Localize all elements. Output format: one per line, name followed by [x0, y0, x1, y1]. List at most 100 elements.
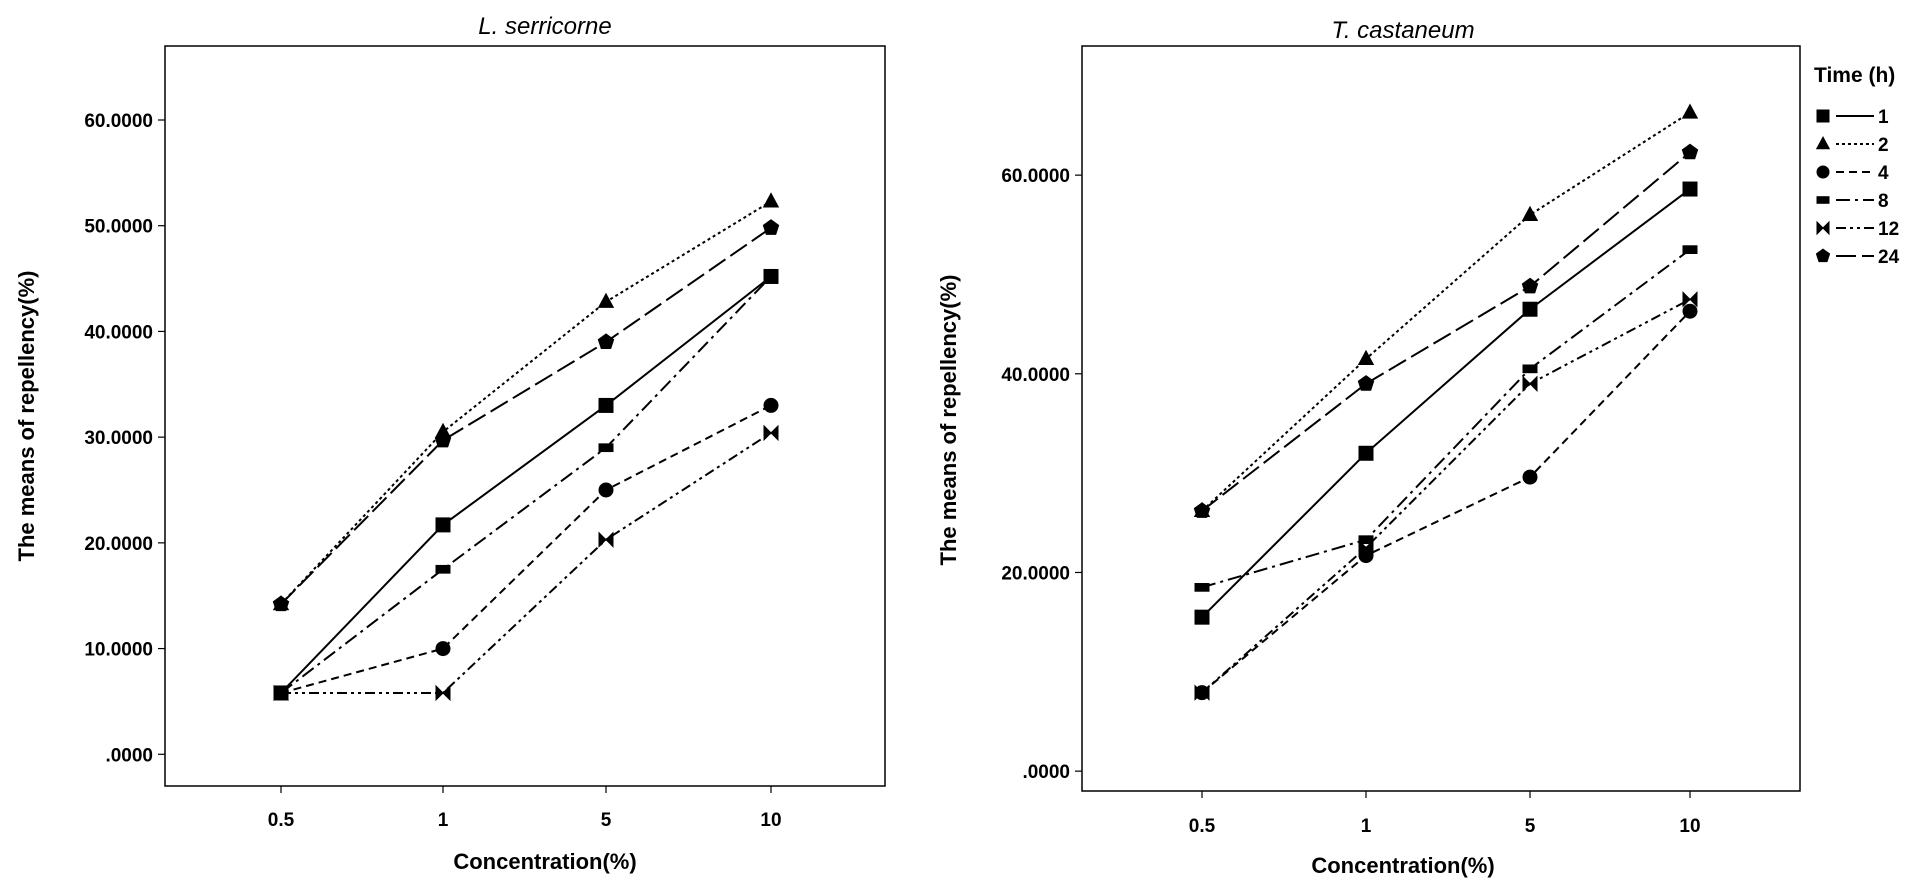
- series-1h: [273, 268, 779, 701]
- data-point: [1358, 539, 1374, 556]
- legend-item-1: 1: [1816, 107, 1889, 128]
- chart-title: T. castaneum: [1331, 17, 1474, 44]
- series-line: [280, 404, 772, 694]
- series-line: [1201, 298, 1691, 694]
- data-point: [272, 595, 290, 612]
- legend-label: 1: [1878, 107, 1889, 128]
- series-line: [1201, 151, 1691, 512]
- y-tick-label: 10.0000: [84, 640, 153, 661]
- data-point: [1193, 502, 1211, 518]
- data-point: [1682, 303, 1698, 319]
- data-point: [762, 192, 780, 208]
- series-line: [280, 275, 772, 694]
- data-point: [597, 292, 615, 308]
- series-2h: [272, 192, 780, 611]
- legend-marker-icon: [1815, 248, 1831, 263]
- data-point: [1522, 375, 1538, 392]
- legend-marker-icon: [1816, 196, 1830, 204]
- data-point: [1681, 143, 1699, 160]
- y-tick-label: 60.0000: [84, 111, 153, 132]
- data-point: [435, 517, 451, 533]
- legend-label: 8: [1878, 191, 1889, 212]
- legend-label: 2: [1878, 135, 1889, 156]
- series-line: [1201, 248, 1691, 589]
- data-point: [763, 424, 779, 442]
- data-point: [763, 397, 779, 413]
- series-line: [1201, 310, 1691, 694]
- y-axis-label: The means of repellency(%): [936, 275, 961, 566]
- x-axis-label: Concentration(%): [453, 849, 636, 874]
- data-point: [435, 641, 451, 657]
- chart-panel-l-serricorne: L. serricorne .0000 10.0000 20.0000 30.0000…: [14, 13, 886, 874]
- legend-label: 24: [1878, 247, 1900, 268]
- data-point: [1358, 445, 1374, 461]
- y-tick-label: 20.0000: [84, 534, 153, 555]
- legend-item-8: 8: [1816, 191, 1889, 212]
- legend-marker-icon: [1816, 109, 1830, 123]
- x-tick-label: 1: [1361, 816, 1372, 837]
- data-point: [273, 684, 289, 702]
- legend-marker-icon: [1815, 136, 1831, 150]
- y-tick-label: 20.0000: [1001, 563, 1070, 584]
- data-point: [597, 333, 615, 350]
- data-point: [435, 684, 451, 702]
- data-point: [598, 531, 614, 548]
- x-tick-label: 5: [1525, 816, 1536, 837]
- series-line: [280, 275, 772, 694]
- legend-title: Time (h): [1814, 64, 1895, 87]
- data-point: [1521, 205, 1539, 221]
- data-point: [1682, 245, 1698, 254]
- data-point: [435, 564, 451, 574]
- x-tick-label: 0.5: [1189, 816, 1216, 837]
- series-24h: [1193, 143, 1699, 518]
- legend-marker-icon: [1816, 165, 1830, 179]
- x-tick-label: 5: [601, 810, 612, 831]
- chart-title: L. serricorne: [478, 13, 611, 40]
- data-point: [1681, 103, 1699, 119]
- data-point: [1682, 291, 1698, 308]
- legend-label: 4: [1878, 163, 1889, 184]
- data-point: [1194, 609, 1210, 625]
- series-2h: [1193, 103, 1699, 517]
- x-tick-label: 1: [438, 810, 449, 831]
- series-8h: [273, 272, 779, 698]
- y-tick-label: 40.0000: [1001, 365, 1070, 386]
- series-line: [1201, 111, 1691, 512]
- legend-item-2: 2: [1815, 135, 1889, 156]
- series-12h: [273, 424, 779, 702]
- y-tick-label: .0000: [105, 745, 153, 766]
- legend-item-12: 12: [1816, 219, 1899, 240]
- legend-marker-icon: [1816, 220, 1830, 236]
- data-point: [598, 482, 614, 498]
- plot-frame: [1081, 45, 1801, 792]
- data-point: [1522, 469, 1538, 485]
- x-tick-label: 10: [1679, 816, 1700, 837]
- y-tick-label: 40.0000: [84, 322, 153, 343]
- data-point: [598, 397, 614, 413]
- y-tick-label: .0000: [1022, 762, 1070, 783]
- x-axis-label: Concentration(%): [1311, 853, 1494, 878]
- data-point: [434, 431, 452, 448]
- data-point: [1357, 375, 1375, 391]
- chart-panel-t-castaneum: T. castaneum .000020.000040.000060.0000 …: [936, 17, 1801, 878]
- data-point: [1522, 301, 1538, 317]
- data-point: [1194, 583, 1210, 592]
- data-point: [1522, 364, 1538, 374]
- data-point: [1682, 181, 1698, 197]
- legend-item-24: 24: [1815, 247, 1900, 268]
- y-tick-label: 50.0000: [84, 217, 153, 238]
- data-point: [1194, 684, 1210, 701]
- series-line: [280, 227, 772, 605]
- y-tick-label: 30.0000: [84, 428, 153, 449]
- series-12h: [1194, 291, 1698, 701]
- series-4h: [273, 397, 779, 701]
- data-point: [762, 219, 780, 235]
- data-point: [1357, 349, 1375, 365]
- series-8h: [1194, 245, 1698, 592]
- y-tick-label: 60.0000: [1001, 166, 1070, 187]
- legend-item-4: 4: [1816, 163, 1889, 184]
- series-line: [1201, 188, 1691, 618]
- series-1h: [1194, 181, 1698, 625]
